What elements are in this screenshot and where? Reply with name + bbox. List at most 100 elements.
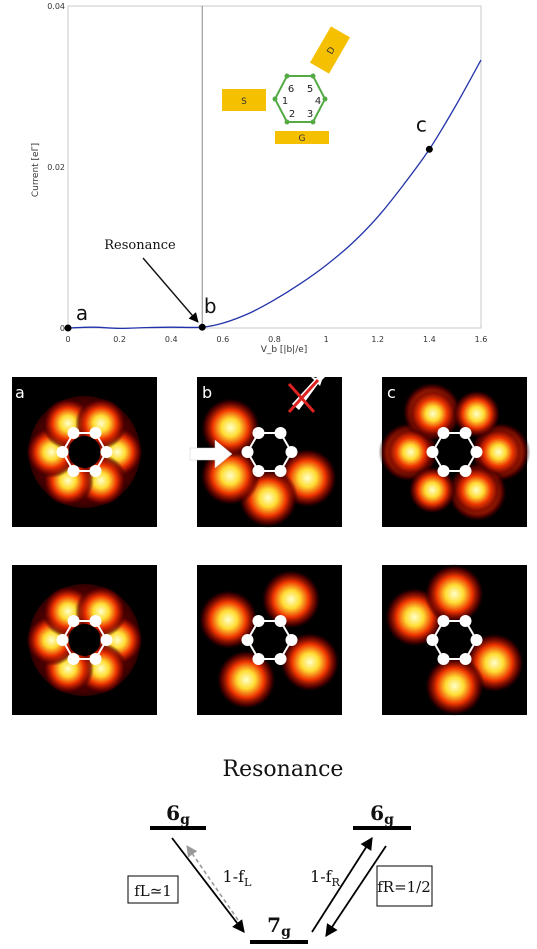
atom-site	[67, 614, 80, 627]
drain-electrode	[309, 26, 351, 74]
resonance-annotation: Resonance	[104, 238, 176, 253]
point-label-c: c	[416, 112, 427, 136]
panel-label-a: a	[15, 383, 25, 402]
atom-site	[274, 614, 287, 627]
injection-arrow	[189, 439, 233, 469]
atom-site	[437, 465, 450, 478]
atom-site	[459, 653, 472, 666]
atom-site	[459, 614, 472, 627]
point-label-a: a	[76, 301, 88, 325]
site-1: 1	[282, 96, 288, 107]
x-tick-label: 1.6	[475, 335, 488, 344]
site-5: 5	[307, 84, 313, 95]
point-label-b: b	[204, 294, 217, 318]
current-vs-bias-chart: 0 0.2 0.4 0.6 0.8 1 1.2 1.4 1.6 0 0.02 0.04 Curren…	[31, 2, 487, 355]
atom-site	[67, 426, 80, 439]
atom-site	[459, 426, 472, 439]
fL-box-label: fL≃1	[134, 882, 172, 900]
level-diagram: Resonance 6g 6g 7g 1-fL 1-fR fL≃1 fR=1/2	[127, 757, 433, 944]
density-panel-r1-c1	[12, 377, 157, 527]
gate-label: G	[299, 134, 306, 144]
density-panel-r1-c3	[378, 377, 531, 527]
right-rate-label: 1-fR	[310, 867, 341, 889]
atom-site	[285, 446, 298, 458]
atom-site	[89, 614, 102, 627]
atom-site	[67, 653, 80, 666]
left-down-arrow	[171, 837, 245, 934]
atom-site	[89, 653, 102, 666]
left-up-arrow	[186, 845, 239, 921]
site-2: 2	[289, 109, 295, 120]
panel-labels: a b c	[15, 383, 396, 402]
y-tick-label: 0.02	[47, 163, 65, 172]
y-tick-label: 0.04	[47, 2, 65, 11]
site-3: 3	[307, 109, 313, 120]
fR-box-label: fR=1/2	[377, 878, 431, 896]
atom-site	[470, 634, 483, 646]
atom-site	[274, 653, 287, 666]
point-b	[198, 323, 206, 331]
x-tick-label: 1.4	[423, 335, 436, 344]
resonance-arrow	[142, 257, 199, 323]
x-tick-label: 1.2	[371, 335, 384, 344]
atom-site	[252, 465, 265, 478]
point-a	[64, 324, 72, 332]
atom-site	[252, 614, 265, 627]
level-right-top-label: 6g	[370, 801, 394, 828]
atom-site	[67, 465, 80, 478]
atom-site	[241, 446, 254, 458]
blocked-drain-cross	[287, 372, 326, 414]
atom-site	[274, 426, 287, 439]
level-bottom-label: 7g	[267, 913, 291, 940]
y-tick-label: 0	[60, 324, 65, 333]
level-left-top-label: 6g	[166, 801, 190, 828]
source-electrode	[222, 89, 266, 111]
atom-site	[100, 446, 113, 458]
x-tick-label: 1	[324, 335, 329, 344]
atom-site	[285, 634, 298, 646]
device-inset: S D G 6 5 1 4 2 3	[222, 26, 351, 144]
x-tick-label: 0.6	[217, 335, 230, 344]
atom-site	[426, 634, 439, 646]
atom-site	[252, 426, 265, 439]
atom-site	[252, 653, 265, 666]
atom-site	[437, 653, 450, 666]
x-tick-label: 0.4	[165, 335, 178, 344]
density-panel-r2-c2	[197, 565, 342, 715]
right-up-arrow	[311, 836, 373, 933]
atom-site	[100, 634, 113, 646]
atom-site	[89, 426, 102, 439]
atom-site	[56, 446, 69, 458]
curve-points: a b c	[64, 112, 433, 332]
density-panel-r1-c2	[197, 377, 342, 528]
current-curve	[67, 59, 482, 330]
fL-box	[127, 875, 179, 904]
density-panel-r2-c3	[382, 564, 527, 716]
x-tick-label: 0	[65, 335, 70, 344]
source-label: S	[241, 97, 247, 107]
gate-electrode	[275, 131, 329, 144]
x-tick-labels: 0 0.2 0.4 0.6 0.8 1 1.2 1.4 1.6	[65, 335, 487, 344]
density-panels	[12, 377, 531, 716]
y-tick-labels: 0 0.02 0.04	[47, 2, 65, 333]
atom-site	[241, 634, 254, 646]
drain-label: D	[326, 45, 338, 56]
site-4: 4	[315, 96, 321, 107]
ring-atoms	[272, 73, 328, 125]
right-down-arrow	[325, 845, 387, 938]
atom-site	[459, 465, 472, 478]
panel-label-c: c	[387, 383, 396, 402]
atom-site	[274, 465, 287, 478]
atom-site	[56, 634, 69, 646]
level-diagram-title: Resonance	[223, 757, 344, 782]
fR-box	[376, 865, 433, 907]
plot-frame	[67, 5, 482, 329]
atom-site	[89, 465, 102, 478]
density-panel-r2-c1	[12, 565, 157, 715]
x-axis-label: V_b [|b|/e]	[261, 345, 308, 355]
left-rate-label: 1-fL	[223, 867, 253, 889]
atom-site	[437, 426, 450, 439]
x-tick-label: 0.8	[268, 335, 281, 344]
atom-site	[437, 614, 450, 627]
atom-site	[426, 446, 439, 458]
